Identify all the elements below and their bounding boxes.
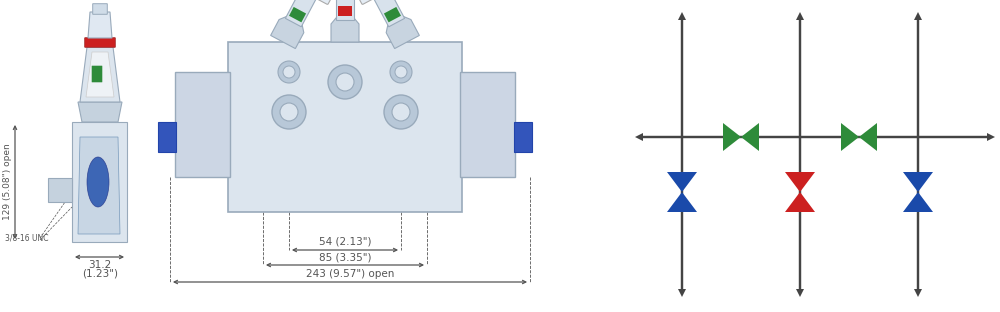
Polygon shape — [271, 17, 304, 49]
Polygon shape — [841, 123, 859, 151]
Polygon shape — [331, 18, 359, 42]
Polygon shape — [80, 47, 120, 102]
FancyBboxPatch shape — [355, 0, 401, 4]
Polygon shape — [796, 12, 804, 20]
Text: 129 (5.08") open: 129 (5.08") open — [3, 144, 12, 220]
Polygon shape — [987, 133, 995, 141]
Text: 54 (2.13"): 54 (2.13") — [319, 237, 371, 247]
FancyBboxPatch shape — [85, 38, 115, 47]
Polygon shape — [785, 172, 815, 192]
Text: 31.2: 31.2 — [88, 260, 112, 270]
Circle shape — [278, 61, 300, 83]
Polygon shape — [903, 192, 933, 212]
FancyBboxPatch shape — [72, 122, 127, 242]
FancyBboxPatch shape — [460, 72, 515, 177]
Polygon shape — [78, 102, 122, 122]
Polygon shape — [78, 137, 120, 234]
Ellipse shape — [87, 157, 109, 207]
Polygon shape — [796, 289, 804, 297]
Polygon shape — [785, 192, 815, 212]
FancyBboxPatch shape — [93, 4, 107, 14]
FancyBboxPatch shape — [228, 42, 462, 212]
Polygon shape — [678, 289, 686, 297]
Polygon shape — [667, 172, 697, 192]
FancyBboxPatch shape — [373, 0, 405, 27]
Circle shape — [280, 103, 298, 121]
FancyBboxPatch shape — [338, 6, 352, 16]
FancyBboxPatch shape — [514, 122, 532, 152]
Circle shape — [384, 95, 418, 129]
Text: (1.23"): (1.23") — [82, 269, 118, 279]
Circle shape — [395, 66, 407, 78]
FancyBboxPatch shape — [158, 122, 176, 152]
Circle shape — [328, 65, 362, 99]
Polygon shape — [635, 133, 643, 141]
FancyBboxPatch shape — [92, 66, 102, 82]
Polygon shape — [914, 12, 922, 20]
Text: 3/8-16 UNC: 3/8-16 UNC — [5, 233, 48, 242]
FancyBboxPatch shape — [384, 7, 401, 22]
Polygon shape — [903, 172, 933, 192]
FancyBboxPatch shape — [175, 72, 230, 177]
FancyBboxPatch shape — [336, 0, 354, 20]
Polygon shape — [914, 289, 922, 297]
Circle shape — [283, 66, 295, 78]
Polygon shape — [667, 192, 697, 212]
Circle shape — [390, 61, 412, 83]
Polygon shape — [88, 12, 112, 38]
Circle shape — [392, 103, 410, 121]
Polygon shape — [723, 123, 741, 151]
Polygon shape — [859, 123, 877, 151]
Text: 85 (3.35"): 85 (3.35") — [319, 252, 371, 262]
FancyBboxPatch shape — [285, 0, 317, 27]
FancyBboxPatch shape — [48, 178, 72, 202]
Polygon shape — [86, 52, 114, 97]
Circle shape — [336, 73, 354, 91]
Circle shape — [272, 95, 306, 129]
FancyBboxPatch shape — [289, 7, 306, 22]
Text: 243 (9.57") open: 243 (9.57") open — [306, 269, 394, 279]
FancyBboxPatch shape — [289, 0, 335, 4]
Polygon shape — [678, 12, 686, 20]
Polygon shape — [386, 17, 419, 49]
Polygon shape — [741, 123, 759, 151]
